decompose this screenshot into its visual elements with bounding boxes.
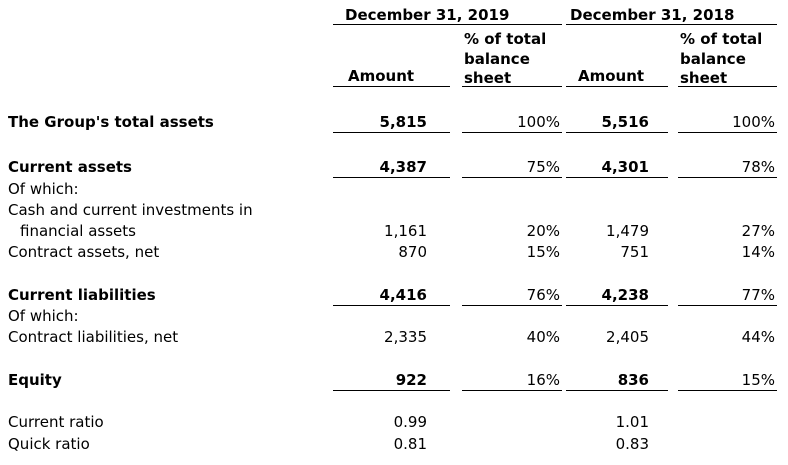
pct-2018-cell: 14%: [741, 243, 775, 261]
amount-2019-cell: 4,387: [333, 159, 450, 178]
amount-header-label: Amount: [578, 67, 645, 85]
amount-2018-cell: 1,479: [606, 222, 649, 240]
amount-2018-cell: 0.83: [615, 435, 649, 453]
row-label: Of which:: [8, 307, 79, 325]
amount-2018-cell: 4,238: [566, 287, 668, 306]
table-row-current-assets: Current assets 4,387 75% 4,301 78%: [0, 159, 788, 180]
table-row-current-liabilities: Current liabilities 4,416 76% 4,238 77%: [0, 287, 788, 308]
amount-2018-cell: 5,516: [566, 114, 668, 133]
amount-2018-cell: 751: [620, 243, 649, 261]
row-label: Current assets: [8, 158, 132, 176]
pct-2019-cell: 16%: [462, 372, 562, 391]
column-group-2019: December 31, 2019: [333, 7, 562, 25]
pct-2019-cell: 15%: [526, 243, 560, 261]
amount-2018-cell: 1.01: [615, 413, 649, 431]
amount-2019-cell: 2,335: [384, 328, 427, 346]
amount-2018-cell: 2,405: [606, 328, 649, 346]
table-row-contract-assets: Contract assets, net 870 15% 751 14%: [0, 244, 788, 265]
table-row-current-ratio: Current ratio 0.99 1.01: [0, 414, 788, 435]
row-label: Current liabilities: [8, 286, 156, 304]
pct-header-label: % of total balance sheet: [464, 30, 547, 87]
amount-2019-cell: 5,815: [333, 114, 450, 133]
pct-2018-cell: [678, 436, 777, 457]
pct-2018-cell: 100%: [678, 114, 777, 133]
row-label: Contract assets, net: [8, 243, 160, 261]
pct-2019-cell: 40%: [526, 328, 560, 346]
pct-2018-cell: [678, 414, 777, 435]
table-row-contract-liabilities: Contract liabilities, net 2,335 40% 2,40…: [0, 329, 788, 350]
pct-2018-cell: 27%: [741, 222, 775, 240]
amount-2019-cell: 0.99: [393, 413, 427, 431]
amount-2018-cell: 4,301: [566, 159, 668, 178]
table-row-of-which-assets: Of which:: [0, 181, 788, 202]
pct-2018-cell: 44%: [741, 328, 775, 346]
column-header-amount-2018: Amount: [566, 29, 668, 87]
pct-2019-cell: 100%: [462, 114, 562, 133]
amount-2019-cell: 1,161: [384, 222, 427, 240]
table-row-total-assets: The Group's total assets 5,815 100% 5,51…: [0, 114, 788, 135]
row-label: Current ratio: [8, 413, 104, 431]
pct-2018-cell: 78%: [678, 159, 777, 178]
row-label: Cash and current investments in: [8, 201, 253, 219]
table-row-equity: Equity 922 16% 836 15%: [0, 372, 788, 393]
amount-2019-cell: 922: [333, 372, 450, 391]
column-header-amount-2019: Amount: [333, 29, 450, 87]
amount-2019-cell: 0.81: [393, 435, 427, 453]
amount-2019-cell: 4,416: [333, 287, 450, 306]
column-group-2018: December 31, 2018: [566, 7, 777, 25]
pct-2019-cell: 75%: [462, 159, 562, 178]
pct-2018-cell: 15%: [678, 372, 777, 391]
row-label: Equity: [8, 371, 62, 389]
row-label: Of which:: [8, 180, 79, 198]
table-row-of-which-liabilities: Of which:: [0, 308, 788, 329]
pct-2019-cell: 20%: [526, 222, 560, 240]
pct-2019-cell: [462, 436, 562, 457]
amount-header-label: Amount: [348, 67, 415, 85]
row-label: The Group's total assets: [8, 113, 214, 131]
column-header-pct-2019: % of total balance sheet: [462, 29, 562, 87]
row-label: Contract liabilities, net: [8, 328, 179, 346]
row-label: Quick ratio: [8, 435, 90, 453]
column-header-pct-2018: % of total balance sheet: [678, 29, 777, 87]
pct-2018-cell: 77%: [678, 287, 777, 306]
table-row-quick-ratio: Quick ratio 0.81 0.83: [0, 436, 788, 457]
pct-header-label: % of total balance sheet: [680, 30, 763, 87]
amount-2018-cell: 836: [566, 372, 668, 391]
pct-2019-cell: 76%: [462, 287, 562, 306]
pct-2019-cell: [462, 414, 562, 435]
table-row-cash-line2: financial assets 1,161 20% 1,479 27%: [0, 223, 788, 244]
table-row-cash-line1: Cash and current investments in: [0, 202, 788, 223]
amount-2019-cell: 870: [398, 243, 427, 261]
row-label: financial assets: [20, 222, 136, 240]
